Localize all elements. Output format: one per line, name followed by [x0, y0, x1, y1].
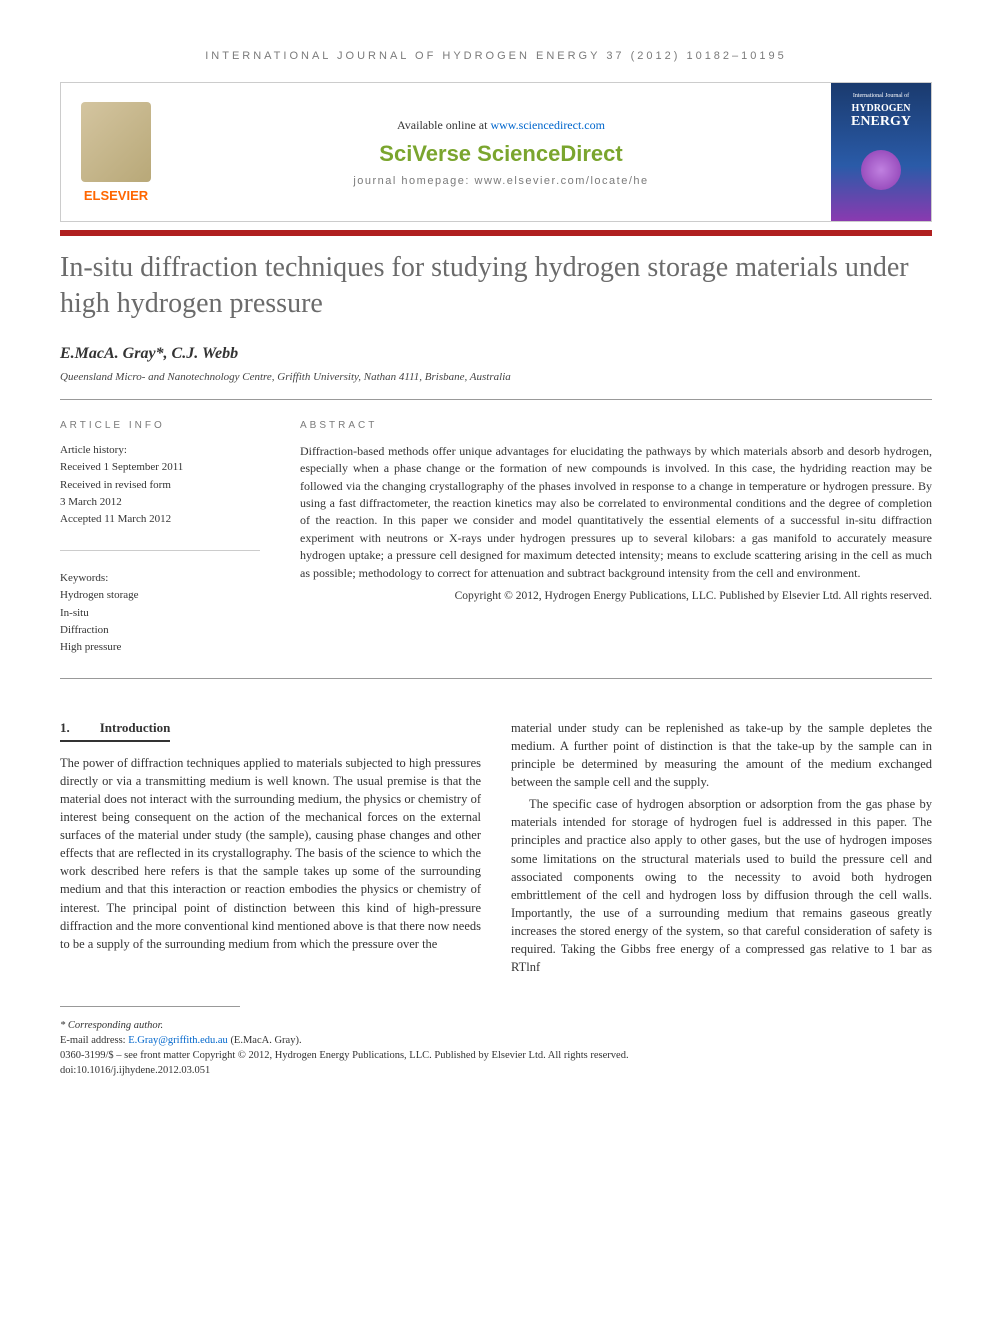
history-received: Received 1 September 2011: [60, 460, 260, 475]
corresponding-author-note: * Corresponding author.: [60, 1019, 932, 1034]
section-title: Introduction: [100, 720, 171, 735]
section-1-heading: 1. Introduction: [60, 719, 170, 742]
article-title: In-situ diffraction techniques for study…: [60, 250, 932, 323]
cover-hydrogen-text: HYDROGEN: [852, 103, 911, 114]
doi-line: doi:10.1016/j.ijhydene.2012.03.051: [60, 1064, 932, 1079]
abstract-heading: ABSTRACT: [300, 420, 932, 431]
elsevier-tree-icon: [81, 102, 151, 182]
cover-graphic-icon: [861, 150, 901, 190]
article-info-heading: ARTICLE INFO: [60, 420, 260, 431]
footer-block: * Corresponding author. E-mail address: …: [60, 1019, 932, 1078]
abstract-column: ABSTRACT Diffraction-based methods offer…: [300, 420, 932, 658]
journal-cover-thumbnail: International Journal of HYDROGEN ENERGY: [831, 83, 931, 221]
footer-rule: [60, 1006, 240, 1015]
keywords-block: Keywords: Hydrogen storage In-situ Diffr…: [60, 571, 260, 656]
sciverse-logo-text: SciVerse ScienceDirect: [379, 141, 622, 167]
body-two-columns: 1. Introduction The power of diffraction …: [60, 719, 932, 977]
elsevier-text: ELSEVIER: [84, 188, 148, 203]
center-publisher-info: Available online at www.sciencedirect.co…: [171, 83, 831, 221]
article-info-column: ARTICLE INFO Article history: Received 1…: [60, 420, 260, 658]
section-number: 1.: [60, 720, 70, 735]
author-email-link[interactable]: E.Gray@griffith.edu.au: [128, 1035, 228, 1046]
affiliation-line: Queensland Micro- and Nanotechnology Cen…: [60, 371, 932, 400]
intro-paragraph-2: The specific case of hydrogen absorption…: [511, 795, 932, 976]
sciencedirect-link[interactable]: www.sciencedirect.com: [490, 118, 605, 132]
body-column-right: material under study can be replenished …: [511, 719, 932, 977]
history-label: Article history:: [60, 443, 260, 458]
publisher-header-box: ELSEVIER Available online at www.science…: [60, 82, 932, 222]
journal-citation-header: INTERNATIONAL JOURNAL OF HYDROGEN ENERGY…: [60, 50, 932, 62]
keyword-item: Hydrogen storage: [60, 588, 260, 603]
journal-homepage-text: journal homepage: www.elsevier.com/locat…: [353, 175, 648, 187]
keyword-item: Diffraction: [60, 623, 260, 638]
email-line: E-mail address: E.Gray@griffith.edu.au (…: [60, 1034, 932, 1049]
authors-line: E.MacA. Gray*, C.J. Webb: [60, 345, 932, 363]
article-history-block: Article history: Received 1 September 20…: [60, 443, 260, 551]
body-column-left: 1. Introduction The power of diffraction …: [60, 719, 481, 977]
available-prefix: Available online at: [397, 118, 490, 132]
available-online-text: Available online at www.sciencedirect.co…: [397, 118, 605, 133]
keyword-item: High pressure: [60, 640, 260, 655]
history-revised-2: 3 March 2012: [60, 495, 260, 510]
intro-paragraph-1: The power of diffraction techniques appl…: [60, 754, 481, 953]
issn-copyright-line: 0360-3199/$ – see front matter Copyright…: [60, 1049, 932, 1064]
red-separator-bar: [60, 230, 932, 236]
cover-small-text: International Journal of: [853, 93, 909, 99]
cover-energy-text: ENERGY: [851, 114, 911, 130]
keyword-item: In-situ: [60, 606, 260, 621]
history-revised-1: Received in revised form: [60, 478, 260, 493]
elsevier-logo: ELSEVIER: [61, 83, 171, 221]
history-accepted: Accepted 11 March 2012: [60, 512, 260, 527]
keywords-label: Keywords:: [60, 571, 260, 586]
intro-paragraph-1-cont: material under study can be replenished …: [511, 719, 932, 792]
email-suffix: (E.MacA. Gray).: [228, 1035, 302, 1046]
abstract-text: Diffraction-based methods offer unique a…: [300, 443, 932, 582]
copyright-line: Copyright © 2012, Hydrogen Energy Public…: [300, 588, 932, 604]
info-abstract-row: ARTICLE INFO Article history: Received 1…: [60, 420, 932, 679]
email-label: E-mail address:: [60, 1035, 128, 1046]
